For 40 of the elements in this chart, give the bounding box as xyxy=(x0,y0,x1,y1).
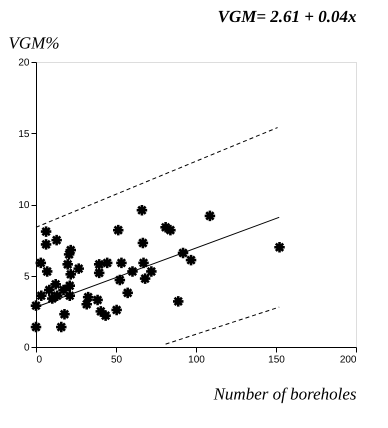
x-tick-label: 0 xyxy=(36,354,42,366)
x-tick-label: 150 xyxy=(268,354,286,366)
point xyxy=(184,254,198,267)
x-axis-title: Number of boreholes xyxy=(212,384,357,404)
chart-title: VGM= 2.61 + 0.04x xyxy=(218,7,357,26)
point xyxy=(136,236,150,250)
point xyxy=(172,294,185,308)
y-tick-label: 20 xyxy=(18,58,30,68)
point xyxy=(94,304,108,318)
point xyxy=(114,256,128,270)
y-axis-title: VGM% xyxy=(8,34,60,52)
x-tick-label: 50 xyxy=(110,354,122,366)
point xyxy=(176,246,190,260)
point xyxy=(112,224,125,237)
point xyxy=(61,258,74,271)
point xyxy=(135,204,148,217)
point xyxy=(58,308,72,321)
point xyxy=(164,224,177,237)
point xyxy=(29,320,43,334)
point xyxy=(54,320,68,334)
point xyxy=(40,264,54,278)
point xyxy=(126,264,140,278)
point xyxy=(34,256,48,270)
point xyxy=(203,209,216,222)
point xyxy=(121,286,134,300)
point xyxy=(113,273,126,287)
point xyxy=(40,225,53,238)
y-tick-label: 0 xyxy=(24,342,30,354)
x-tick-label: 100 xyxy=(188,354,206,366)
point xyxy=(159,220,172,234)
y-tick-label: 15 xyxy=(18,128,30,140)
point xyxy=(272,240,286,254)
x-tick-label: 200 xyxy=(340,354,357,366)
point xyxy=(63,289,76,302)
point xyxy=(82,290,95,304)
point xyxy=(29,299,43,312)
y-tick-label: 5 xyxy=(24,271,30,282)
point xyxy=(92,266,106,280)
y-tick-label: 10 xyxy=(18,200,30,211)
point xyxy=(136,256,150,270)
